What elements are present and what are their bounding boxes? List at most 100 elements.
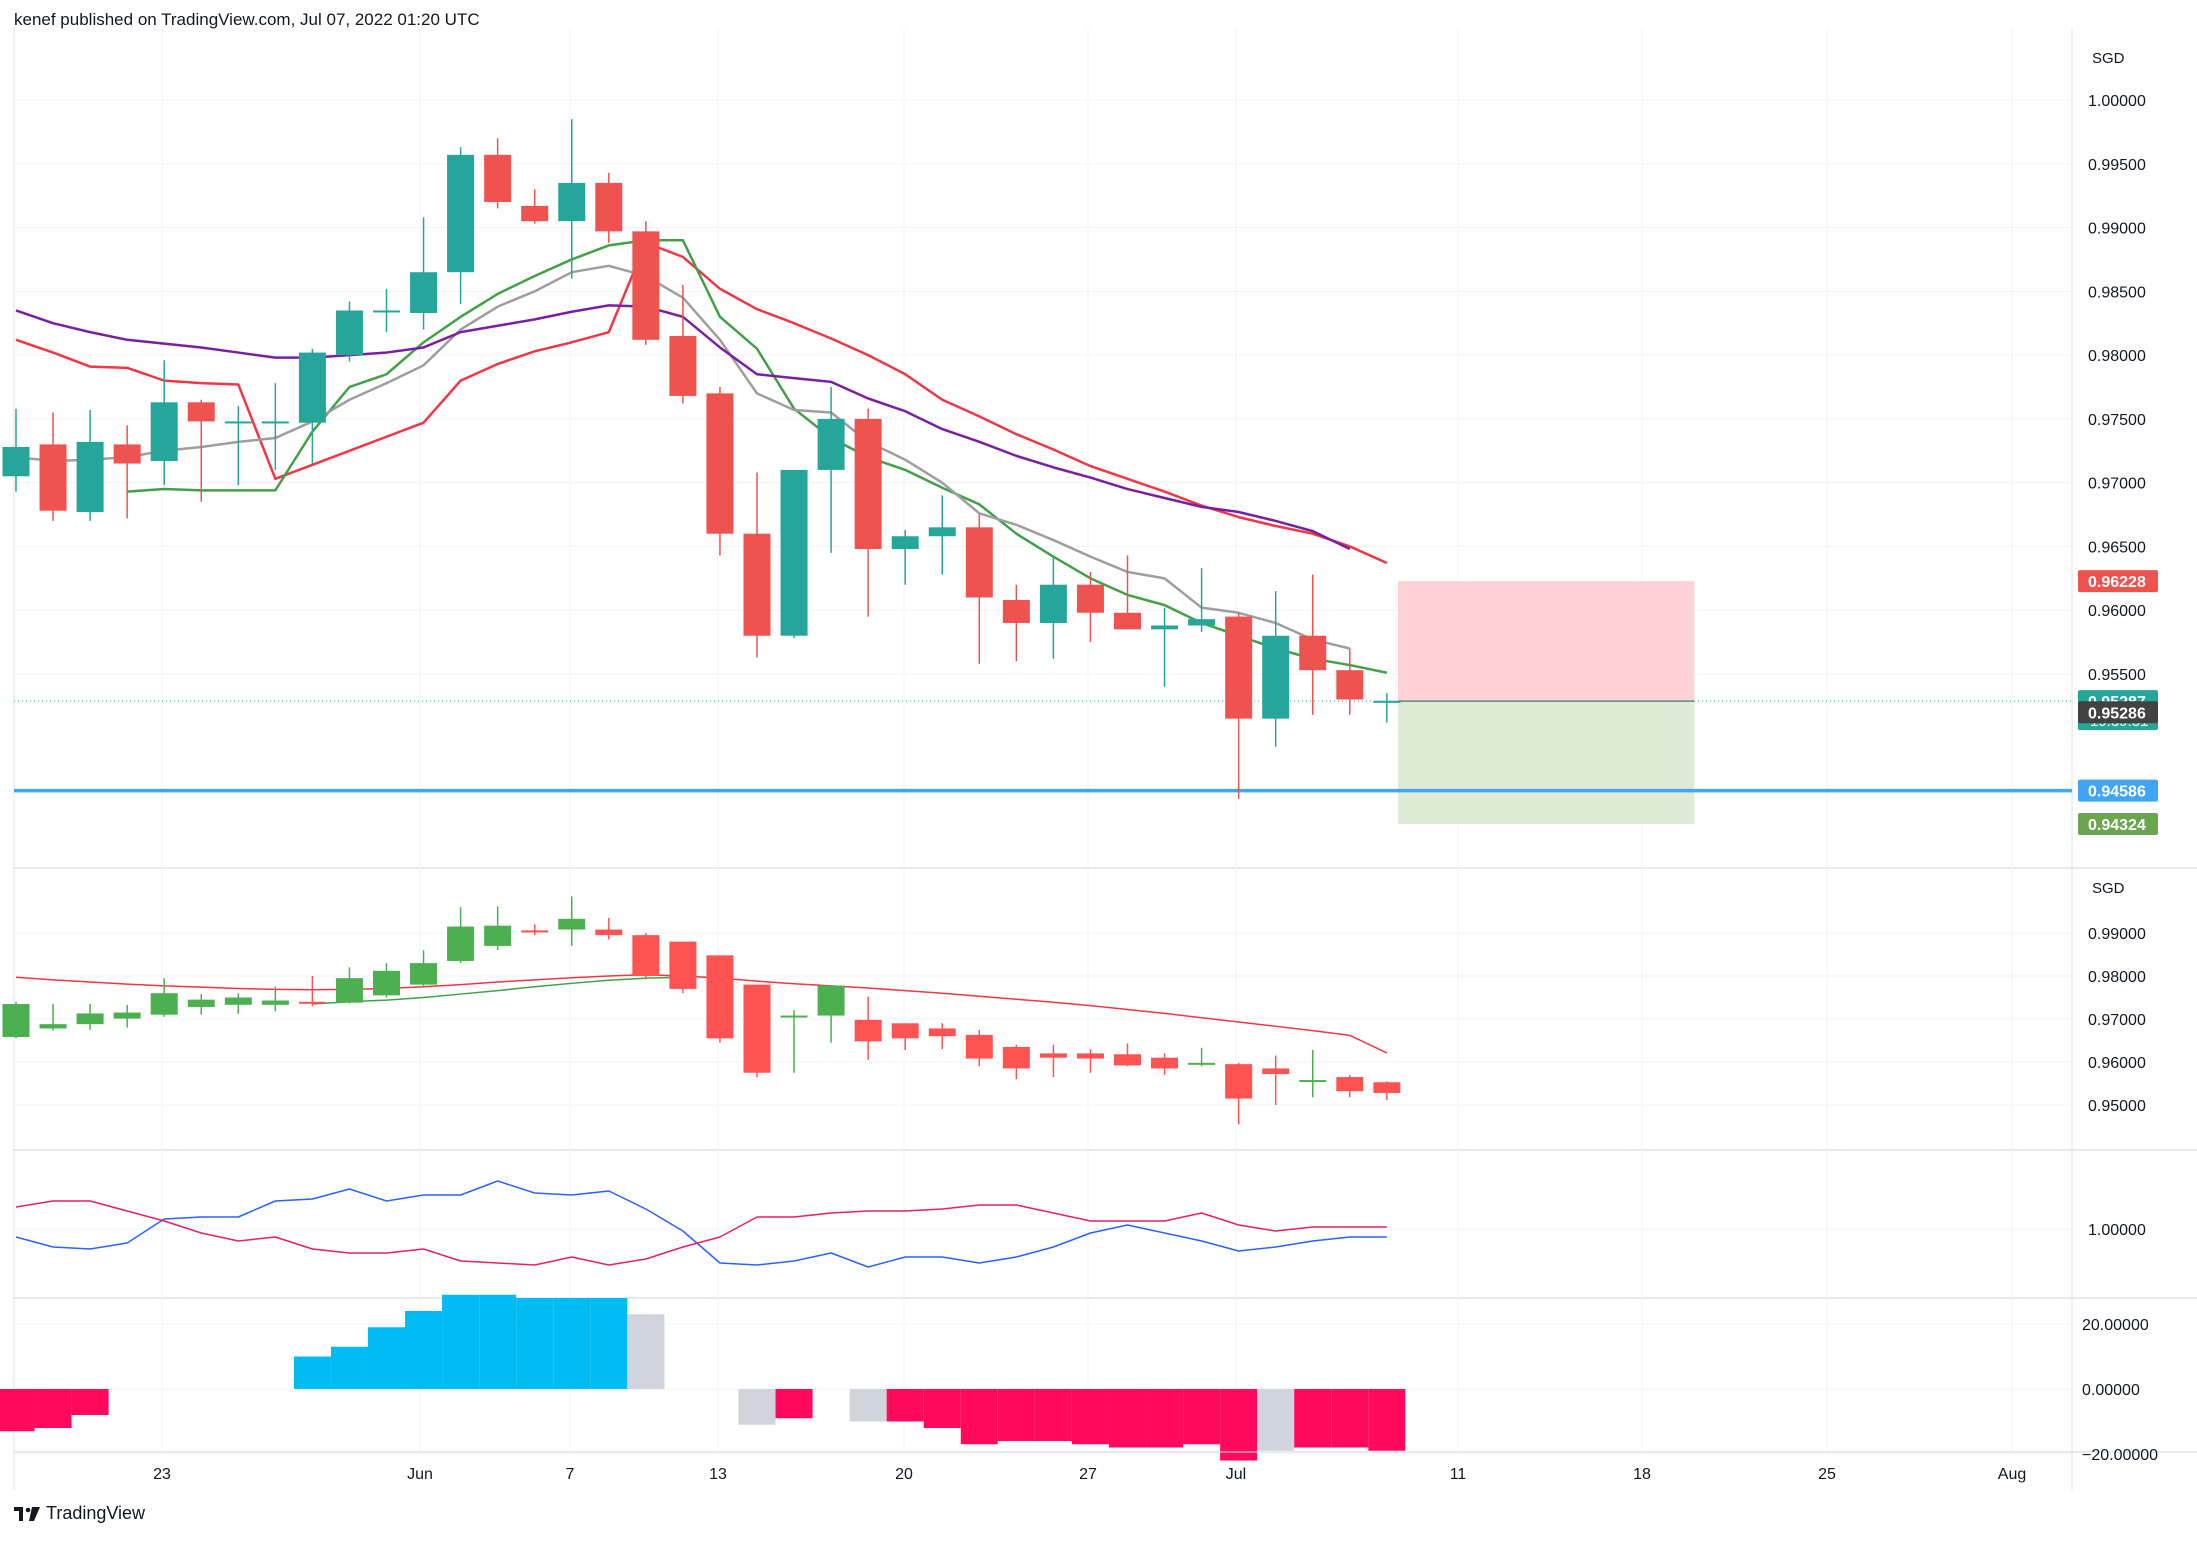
histogram-bar bbox=[1331, 1389, 1369, 1448]
heikin-ashi-candle bbox=[1002, 1044, 1030, 1080]
histogram-bar bbox=[923, 1389, 961, 1428]
candle-body bbox=[965, 527, 993, 598]
time-tick-label: 13 bbox=[709, 1466, 727, 1483]
histogram-bar bbox=[405, 1311, 443, 1389]
ema-line-red bbox=[15, 241, 1388, 565]
histogram-bar bbox=[1220, 1389, 1258, 1461]
candle-body bbox=[1039, 1053, 1067, 1058]
price-candle bbox=[1039, 555, 1067, 659]
price-candle bbox=[113, 425, 141, 519]
candle-body bbox=[2, 446, 30, 477]
candle-body bbox=[1299, 635, 1327, 671]
heikin-ashi-candle bbox=[2, 1001, 30, 1039]
heikin-ashi-candle bbox=[335, 967, 363, 1004]
price-badge-bg bbox=[2078, 813, 2158, 836]
heikin-ashi-candle bbox=[224, 993, 252, 1014]
price-tick-label: 0.99000 bbox=[2088, 221, 2146, 238]
time-tick-label: 20 bbox=[895, 1466, 913, 1483]
candle-body bbox=[39, 1024, 67, 1029]
price-candle bbox=[150, 360, 178, 486]
ha-ema-line-red bbox=[15, 973, 1388, 1054]
ha-tick-label: 0.97000 bbox=[2088, 1012, 2146, 1029]
candle-body bbox=[1114, 612, 1141, 630]
candle-body bbox=[558, 918, 586, 930]
price-tick-label: 0.98000 bbox=[2088, 348, 2146, 365]
heikin-ashi-candle bbox=[1076, 1049, 1104, 1073]
candle-body bbox=[1151, 1057, 1179, 1069]
vortex-tick-label: 1.00000 bbox=[2088, 1222, 2146, 1239]
heikin-ashi-candle bbox=[39, 1003, 67, 1031]
heikin-ashi-candle bbox=[76, 1003, 104, 1030]
price-candle bbox=[2, 408, 30, 492]
histogram-tick-label: −20.00000 bbox=[2082, 1447, 2158, 1464]
price-candle bbox=[335, 301, 363, 362]
candle-body bbox=[817, 418, 845, 470]
candle-body bbox=[1336, 670, 1364, 700]
candle-body bbox=[1039, 584, 1067, 623]
histogram-bar bbox=[442, 1294, 480, 1389]
candle-body bbox=[1114, 1054, 1141, 1066]
price-badge-text: 0.95286 bbox=[2088, 705, 2146, 722]
candle-body bbox=[1151, 625, 1179, 630]
candle-body bbox=[410, 963, 438, 985]
heikin-ashi-candle bbox=[1225, 1062, 1253, 1125]
candle-body bbox=[224, 997, 252, 1005]
candle-body bbox=[224, 421, 252, 424]
price-badge-bg bbox=[2078, 701, 2158, 724]
histogram-bar bbox=[479, 1294, 517, 1389]
price-tick-label: 0.96000 bbox=[2088, 603, 2146, 620]
price-badge: 0.95286 bbox=[2078, 701, 2158, 724]
time-tick-label: 7 bbox=[566, 1466, 575, 1483]
price-badge-text: 0.94586 bbox=[2088, 784, 2146, 801]
price-candle bbox=[965, 514, 993, 664]
candle-body bbox=[298, 1001, 326, 1004]
candle-body bbox=[595, 929, 623, 936]
ha-tick-label: 0.95000 bbox=[2088, 1098, 2146, 1115]
price-tick-label: 0.97500 bbox=[2088, 412, 2146, 429]
histogram-bar bbox=[590, 1298, 628, 1389]
price-badge-text: 0.96228 bbox=[2088, 574, 2146, 591]
tradingview-brand[interactable]: TradingView bbox=[14, 1503, 145, 1524]
heikin-ashi-candle bbox=[1373, 1081, 1401, 1100]
candle-body bbox=[1188, 619, 1216, 626]
take-profit-zone bbox=[1397, 701, 1695, 825]
candle-body bbox=[261, 1000, 289, 1005]
candle-body bbox=[595, 182, 623, 232]
histogram-bar bbox=[1294, 1389, 1332, 1448]
histogram-bar bbox=[1146, 1389, 1184, 1448]
ha-tick-label: 0.99000 bbox=[2088, 926, 2146, 943]
time-tick-label: Aug bbox=[1998, 1466, 2026, 1483]
price-candle bbox=[39, 412, 67, 521]
price-candle bbox=[1076, 571, 1104, 643]
heikin-ashi-candle bbox=[1262, 1055, 1290, 1105]
candle-body bbox=[669, 941, 697, 989]
candle-body bbox=[113, 1012, 141, 1019]
heikin-ashi-candle bbox=[1299, 1049, 1327, 1098]
histogram-bar bbox=[886, 1389, 924, 1422]
price-candle bbox=[632, 221, 660, 345]
price-candle bbox=[1373, 693, 1401, 723]
heikin-ashi-candle bbox=[410, 950, 438, 987]
candle-body bbox=[150, 993, 178, 1015]
time-tick-label: 23 bbox=[153, 1466, 171, 1483]
candle-body bbox=[447, 926, 475, 961]
candle-body bbox=[743, 533, 771, 636]
price-tick-label: 0.99500 bbox=[2088, 157, 2146, 174]
heikin-ashi-candle bbox=[1336, 1074, 1364, 1098]
price-candle bbox=[521, 189, 549, 224]
candle-body bbox=[410, 272, 438, 314]
candle-body bbox=[261, 421, 289, 424]
histogram-bar bbox=[34, 1389, 72, 1428]
histogram-bar bbox=[293, 1356, 331, 1389]
price-tick-label: 0.95500 bbox=[2088, 667, 2146, 684]
heikin-ashi-candle bbox=[965, 1029, 993, 1067]
heikin-ashi-candle bbox=[373, 963, 400, 998]
candle-body bbox=[187, 402, 215, 422]
candle-body bbox=[780, 1015, 808, 1018]
price-candle bbox=[224, 406, 252, 486]
price-candle bbox=[669, 284, 697, 404]
vortex-plus-line bbox=[15, 1180, 1387, 1268]
price-candle bbox=[595, 172, 623, 243]
